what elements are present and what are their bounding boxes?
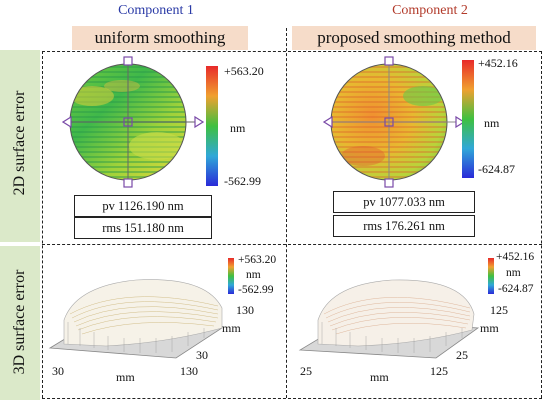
plot3d-2-y-start: 25 — [456, 348, 468, 362]
frame-left — [42, 51, 43, 398]
colorbar-3d-2 — [488, 258, 494, 294]
surface-map-2d-2 — [323, 56, 465, 188]
colorbar-2-unit: nm — [484, 116, 500, 130]
colorbar-2-max: +452.16 — [478, 56, 518, 70]
plot3d-2-x-start: 25 — [300, 364, 312, 378]
colorbar-1-unit: nm — [230, 121, 246, 135]
colorbar-3d-1 — [228, 258, 234, 294]
plot3d-2-max: +452.16 — [496, 251, 535, 263]
frame-top — [42, 51, 542, 52]
plot3d-1-max: +563.20 — [238, 254, 277, 266]
plot3d-2-y-unit: mm — [480, 321, 499, 335]
plot3d-1-min: -562.99 — [238, 284, 274, 296]
plot3d-1-y-unit: mm — [222, 321, 241, 335]
rms-box-2: rms 176.261 nm — [333, 215, 475, 237]
pv-box-2: pv 1077.033 nm — [333, 191, 475, 213]
plot3d-2-min: -624.87 — [498, 283, 534, 295]
plot3d-2-unit: nm — [506, 267, 521, 279]
row-label-2d-bg — [0, 50, 40, 242]
colorbar-1-min: -562.99 — [224, 174, 261, 188]
method-header-2: proposed smoothing method — [292, 26, 536, 50]
pv-box-1: pv 1126.190 nm — [74, 195, 212, 217]
row-label-3d-bg — [0, 246, 40, 400]
surface-plot-3d-1 — [48, 279, 224, 359]
row-label-2d: 2D surface error — [11, 90, 28, 196]
colorbar-2 — [462, 60, 474, 178]
component-1-label: Component 1 — [118, 3, 194, 18]
row-label-3d: 3D surface error — [11, 269, 28, 375]
component-2-label: Component 2 — [392, 3, 468, 18]
colorbar-1-max: +563.20 — [224, 64, 264, 78]
plot3d-1-x-start: 30 — [52, 364, 64, 378]
colorbar-2-min: -624.87 — [478, 162, 515, 176]
plot3d-2-y-end: 125 — [490, 303, 508, 317]
method-header-1: uniform smoothing — [72, 26, 248, 50]
surface-plot-3d-2 — [298, 279, 480, 359]
plot3d-1-x-unit: mm — [116, 370, 135, 384]
colorbar-1 — [206, 66, 218, 186]
frame-middle — [42, 244, 542, 245]
plot3d-1-y-end: 130 — [236, 303, 254, 317]
rms-box-1: rms 151.180 nm — [74, 217, 212, 239]
surface-map-2d-1 — [62, 56, 204, 188]
plot3d-1-y-start: 30 — [196, 348, 208, 362]
plot3d-2-x-unit: mm — [370, 370, 389, 384]
plot3d-1-x-end: 130 — [180, 364, 198, 378]
frame-bottom — [42, 398, 542, 399]
frame-divider — [286, 28, 287, 398]
plot3d-1-unit: nm — [246, 269, 261, 281]
plot3d-2-x-end: 125 — [430, 364, 448, 378]
frame-right — [541, 51, 542, 398]
